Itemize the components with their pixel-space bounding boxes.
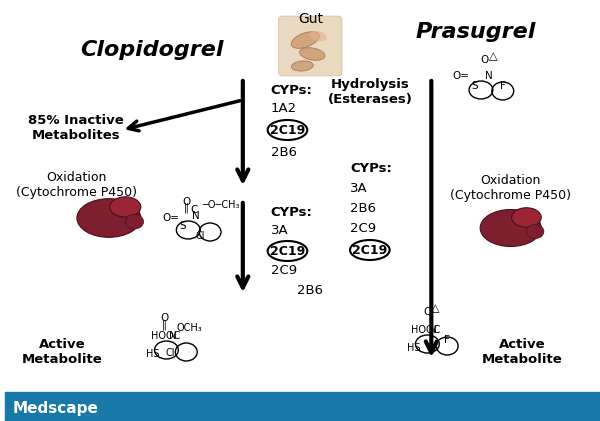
Text: F: F <box>500 81 506 91</box>
Text: O=: O= <box>452 71 470 81</box>
Text: CYPs:: CYPs: <box>350 162 392 174</box>
Text: △: △ <box>431 303 440 313</box>
Ellipse shape <box>110 197 141 217</box>
Text: O: O <box>160 313 169 323</box>
Text: 2C9: 2C9 <box>350 221 376 234</box>
Text: ‖: ‖ <box>162 320 167 330</box>
Text: Oxidation
(Cytochrome P450): Oxidation (Cytochrome P450) <box>16 171 137 199</box>
Text: HOOC: HOOC <box>151 331 180 341</box>
Text: ─O─CH₃: ─O─CH₃ <box>202 200 239 210</box>
Ellipse shape <box>291 32 320 48</box>
Text: Medscape: Medscape <box>13 400 98 416</box>
Text: N: N <box>169 331 176 341</box>
Text: Gut: Gut <box>298 12 323 26</box>
Text: Active
Metabolite: Active Metabolite <box>482 338 563 366</box>
Text: Active
Metabolite: Active Metabolite <box>22 338 103 366</box>
Text: N: N <box>193 211 200 221</box>
Text: Oxidation
(Cytochrome P450): Oxidation (Cytochrome P450) <box>450 174 571 202</box>
Text: C: C <box>191 205 198 215</box>
FancyBboxPatch shape <box>278 16 342 76</box>
Text: S: S <box>179 221 185 231</box>
Text: 2B6: 2B6 <box>271 146 296 158</box>
Text: 2C19: 2C19 <box>352 243 388 256</box>
Text: O: O <box>481 55 489 65</box>
Text: ‖: ‖ <box>184 203 189 213</box>
Ellipse shape <box>125 214 143 229</box>
Text: OCH₃: OCH₃ <box>176 323 202 333</box>
Text: HS: HS <box>407 343 420 353</box>
Text: 3A: 3A <box>271 224 288 237</box>
Bar <box>5 392 600 421</box>
Text: CYPs:: CYPs: <box>271 205 313 218</box>
Ellipse shape <box>77 199 141 237</box>
Ellipse shape <box>310 31 327 41</box>
Text: CYPs:: CYPs: <box>271 83 313 96</box>
Text: 2B6: 2B6 <box>350 202 376 215</box>
Text: 2B6: 2B6 <box>298 283 323 296</box>
Text: S: S <box>472 81 478 91</box>
Ellipse shape <box>526 224 544 239</box>
Text: N: N <box>485 71 493 81</box>
Text: HS: HS <box>146 349 159 359</box>
Text: HOOC: HOOC <box>412 325 441 335</box>
Ellipse shape <box>292 61 313 71</box>
Text: O=: O= <box>162 213 179 223</box>
Text: 2C9: 2C9 <box>271 264 297 277</box>
Ellipse shape <box>480 210 541 246</box>
Text: Hydrolysis
(Esterases): Hydrolysis (Esterases) <box>328 78 412 106</box>
Text: O: O <box>423 307 431 317</box>
Text: N: N <box>430 325 437 335</box>
Ellipse shape <box>299 48 325 60</box>
Text: Cl: Cl <box>166 348 175 358</box>
Text: O: O <box>182 197 190 207</box>
Text: △: △ <box>488 51 497 61</box>
Text: 1A2: 1A2 <box>271 101 297 115</box>
Text: Cl: Cl <box>196 231 205 241</box>
Text: 3A: 3A <box>350 181 368 195</box>
Text: 2C19: 2C19 <box>270 245 305 258</box>
Text: 2C19: 2C19 <box>270 123 305 136</box>
Text: 85% Inactive
Metabolites: 85% Inactive Metabolites <box>28 114 124 142</box>
Text: F: F <box>444 335 450 345</box>
Text: Clopidogrel: Clopidogrel <box>80 40 223 60</box>
Text: Prasugrel: Prasugrel <box>416 22 536 42</box>
Ellipse shape <box>512 208 541 227</box>
